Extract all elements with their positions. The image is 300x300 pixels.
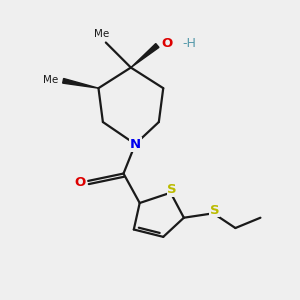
Text: N: N: [130, 138, 141, 151]
Text: S: S: [210, 204, 220, 217]
Text: S: S: [167, 183, 177, 196]
Text: O: O: [161, 37, 172, 50]
Polygon shape: [63, 79, 98, 88]
Text: O: O: [74, 176, 86, 189]
Text: -H: -H: [182, 37, 196, 50]
Text: Me: Me: [94, 29, 109, 39]
Polygon shape: [131, 44, 159, 68]
Text: Me: Me: [44, 75, 59, 85]
